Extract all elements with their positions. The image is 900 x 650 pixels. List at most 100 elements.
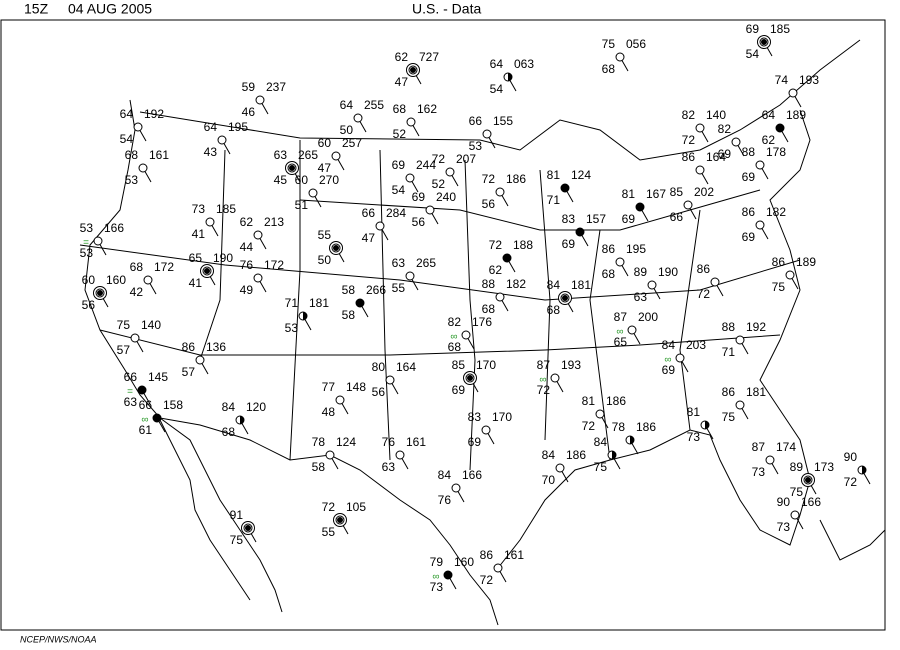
dewpoint: 75 bbox=[722, 410, 736, 424]
dewpoint: 57 bbox=[117, 343, 131, 357]
station-circle bbox=[253, 230, 263, 240]
dewpoint: 72 bbox=[582, 419, 596, 433]
station-core bbox=[97, 290, 103, 296]
weather-symbol: = bbox=[127, 387, 133, 398]
station-circle bbox=[130, 333, 140, 343]
station-circle bbox=[325, 450, 335, 460]
station-circle bbox=[443, 570, 453, 580]
pressure: 186 bbox=[566, 448, 586, 462]
pressure: 140 bbox=[141, 318, 161, 332]
station-circle bbox=[375, 221, 385, 231]
dewpoint: 70 bbox=[542, 473, 556, 487]
pressure: 176 bbox=[472, 315, 492, 329]
temperature: 64 bbox=[204, 120, 218, 134]
dewpoint: 43 bbox=[204, 145, 218, 159]
dewpoint: 62 bbox=[489, 263, 503, 277]
dewpoint: 75 bbox=[790, 485, 804, 499]
pressure: 193 bbox=[561, 358, 581, 372]
dewpoint: 47 bbox=[318, 161, 332, 175]
pressure: 195 bbox=[626, 242, 646, 256]
dewpoint: 46 bbox=[242, 105, 256, 119]
pressure: 174 bbox=[776, 440, 796, 454]
dewpoint: 42 bbox=[130, 285, 144, 299]
temperature: 63 bbox=[274, 148, 288, 162]
pressure: 188 bbox=[513, 238, 533, 252]
station-circle bbox=[595, 409, 605, 419]
dewpoint: 53 bbox=[285, 321, 299, 335]
station-cover bbox=[612, 451, 616, 459]
dewpoint: 53 bbox=[80, 246, 94, 260]
pressure: 237 bbox=[266, 80, 286, 94]
pressure: 161 bbox=[149, 148, 169, 162]
dewpoint: 73 bbox=[430, 580, 444, 594]
pressure: 056 bbox=[626, 37, 646, 51]
pressure: 136 bbox=[206, 340, 226, 354]
dewpoint: 69 bbox=[622, 212, 636, 226]
dewpoint: 68 bbox=[482, 302, 496, 316]
temperature: 88 bbox=[722, 320, 736, 334]
station-cover bbox=[705, 421, 709, 429]
temperature: 87 bbox=[614, 310, 628, 324]
pressure: 124 bbox=[336, 435, 356, 449]
station-circle bbox=[710, 277, 720, 287]
pressure: 170 bbox=[476, 358, 496, 372]
temperature: 72 bbox=[322, 500, 336, 514]
temperature: 63 bbox=[392, 256, 406, 270]
pressure: 161 bbox=[504, 548, 524, 562]
station-circle bbox=[647, 280, 657, 290]
pressure: 162 bbox=[417, 102, 437, 116]
header-title: U.S. - Data bbox=[412, 1, 481, 17]
station-circle bbox=[615, 257, 625, 267]
pressure: 189 bbox=[786, 108, 806, 122]
pressure: 207 bbox=[456, 152, 476, 166]
temperature: 68 bbox=[393, 102, 407, 116]
station-circle bbox=[195, 355, 205, 365]
station-circle bbox=[735, 400, 745, 410]
station-circle bbox=[308, 188, 318, 198]
station-cover bbox=[508, 73, 512, 81]
temperature: 60 bbox=[318, 136, 332, 150]
temperature: 79 bbox=[430, 555, 444, 569]
dewpoint: 75 bbox=[772, 280, 786, 294]
station-circle bbox=[205, 217, 215, 227]
pressure: 158 bbox=[163, 398, 183, 412]
dewpoint: 56 bbox=[412, 215, 426, 229]
temperature: 76 bbox=[240, 258, 254, 272]
station-core bbox=[562, 295, 568, 301]
dewpoint: 57 bbox=[182, 365, 196, 379]
pressure: 265 bbox=[298, 148, 318, 162]
pressure: 186 bbox=[506, 172, 526, 186]
station-circle bbox=[785, 270, 795, 280]
temperature: 62 bbox=[240, 215, 254, 229]
weather-symbol: ∞ bbox=[432, 572, 439, 583]
station-circle bbox=[482, 129, 492, 139]
temperature: 66 bbox=[124, 370, 138, 384]
temperature: 72 bbox=[489, 238, 503, 252]
pressure: 727 bbox=[419, 50, 439, 64]
temperature: 78 bbox=[312, 435, 326, 449]
station-core bbox=[467, 375, 473, 381]
station-cover bbox=[303, 312, 307, 320]
dewpoint: 69 bbox=[562, 237, 576, 251]
temperature: 74 bbox=[775, 73, 789, 87]
pressure: 185 bbox=[770, 22, 790, 36]
weather-symbol: = bbox=[83, 238, 89, 249]
station-circle bbox=[355, 298, 365, 308]
dewpoint: 65 bbox=[614, 335, 628, 349]
pressure: 255 bbox=[364, 98, 384, 112]
weather-symbol: ∞ bbox=[141, 415, 148, 426]
pressure: 178 bbox=[766, 145, 786, 159]
pressure: 173 bbox=[814, 460, 834, 474]
pressure: 145 bbox=[148, 370, 168, 384]
temperature: 87 bbox=[537, 358, 551, 372]
station-circle bbox=[735, 335, 745, 345]
temperature: 88 bbox=[742, 145, 756, 159]
dewpoint: 69 bbox=[742, 170, 756, 184]
dewpoint: 58 bbox=[342, 308, 356, 322]
station-circle bbox=[695, 165, 705, 175]
pressure: 160 bbox=[454, 555, 474, 569]
station-circle bbox=[695, 123, 705, 133]
temperature: 66 bbox=[362, 206, 376, 220]
station-circle bbox=[555, 463, 565, 473]
